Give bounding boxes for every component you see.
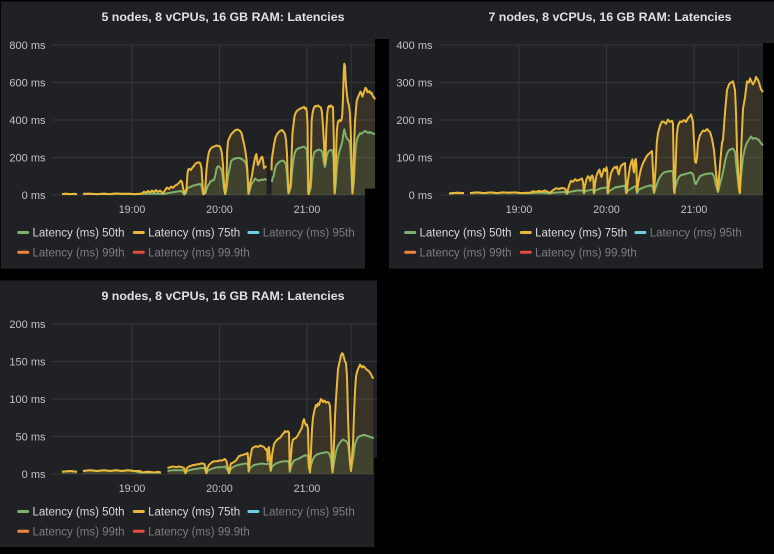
svg-text:800 ms: 800 ms bbox=[9, 40, 46, 52]
svg-text:200 ms: 200 ms bbox=[9, 319, 46, 331]
svg-text:Latency (ms) 75th: Latency (ms) 75th bbox=[148, 507, 240, 519]
svg-text:5 nodes, 8 vCPUs, 16 GB RAM: L: 5 nodes, 8 vCPUs, 16 GB RAM: Latencies bbox=[101, 10, 344, 24]
svg-text:Latency (ms) 95th: Latency (ms) 95th bbox=[263, 507, 355, 519]
svg-text:Latency (ms) 95th: Latency (ms) 95th bbox=[650, 228, 742, 240]
svg-text:19:00: 19:00 bbox=[506, 204, 533, 216]
svg-text:150 ms: 150 ms bbox=[9, 357, 46, 369]
svg-text:200 ms: 200 ms bbox=[396, 115, 433, 127]
svg-text:100 ms: 100 ms bbox=[9, 394, 46, 406]
svg-text:Latency (ms) 75th: Latency (ms) 75th bbox=[535, 228, 627, 240]
svg-text:600 ms: 600 ms bbox=[9, 78, 46, 90]
svg-text:20:00: 20:00 bbox=[206, 204, 233, 216]
svg-text:Latency (ms) 99.9th: Latency (ms) 99.9th bbox=[148, 527, 250, 539]
svg-text:21:00: 21:00 bbox=[294, 204, 321, 216]
svg-text:400 ms: 400 ms bbox=[396, 40, 433, 52]
svg-text:20:00: 20:00 bbox=[206, 483, 233, 495]
svg-text:Latency (ms) 99th: Latency (ms) 99th bbox=[33, 248, 125, 260]
svg-text:200 ms: 200 ms bbox=[9, 153, 46, 165]
svg-text:Latency (ms) 99th: Latency (ms) 99th bbox=[33, 527, 125, 539]
svg-text:Latency (ms) 50th: Latency (ms) 50th bbox=[33, 507, 125, 519]
svg-text:19:00: 19:00 bbox=[119, 204, 146, 216]
svg-text:0 ms: 0 ms bbox=[22, 469, 46, 481]
svg-text:100 ms: 100 ms bbox=[396, 153, 433, 165]
svg-text:20:00: 20:00 bbox=[593, 204, 620, 216]
svg-text:Latency (ms) 99.9th: Latency (ms) 99.9th bbox=[148, 248, 250, 260]
svg-text:Latency (ms) 75th: Latency (ms) 75th bbox=[148, 228, 240, 240]
svg-text:21:00: 21:00 bbox=[294, 483, 321, 495]
svg-text:19:00: 19:00 bbox=[119, 483, 146, 495]
svg-text:21:00: 21:00 bbox=[681, 204, 708, 216]
svg-text:Latency (ms) 50th: Latency (ms) 50th bbox=[33, 228, 125, 240]
svg-text:Latency (ms) 99th: Latency (ms) 99th bbox=[420, 248, 512, 260]
svg-text:0 ms: 0 ms bbox=[22, 190, 46, 202]
svg-text:9 nodes, 8 vCPUs, 16 GB RAM: L: 9 nodes, 8 vCPUs, 16 GB RAM: Latencies bbox=[101, 289, 344, 303]
svg-text:Latency (ms) 99.9th: Latency (ms) 99.9th bbox=[535, 248, 637, 260]
svg-text:7 nodes, 8 vCPUs, 16 GB RAM: L: 7 nodes, 8 vCPUs, 16 GB RAM: Latencies bbox=[488, 10, 731, 24]
svg-text:Latency (ms) 50th: Latency (ms) 50th bbox=[420, 228, 512, 240]
svg-text:0 ms: 0 ms bbox=[409, 190, 433, 202]
svg-text:400 ms: 400 ms bbox=[9, 115, 46, 127]
svg-text:50 ms: 50 ms bbox=[16, 432, 46, 444]
svg-text:Latency (ms) 95th: Latency (ms) 95th bbox=[263, 228, 355, 240]
svg-text:300 ms: 300 ms bbox=[396, 78, 433, 90]
